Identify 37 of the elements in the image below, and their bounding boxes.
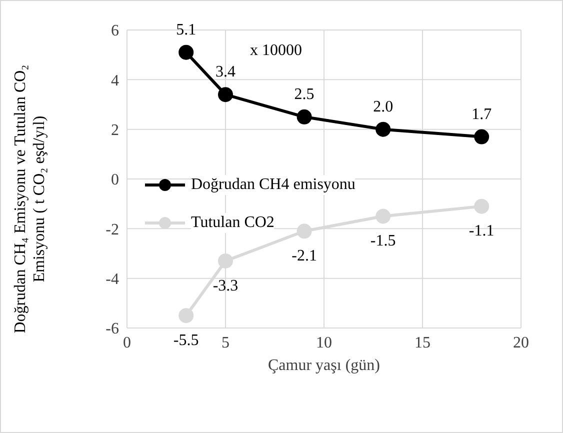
x-axis-title: Çamur yaşı (gün) bbox=[268, 357, 380, 374]
x-tick-label: 20 bbox=[513, 334, 529, 352]
data-label: 5.1 bbox=[176, 21, 196, 38]
point bbox=[474, 198, 490, 214]
x-tick-label: 5 bbox=[222, 334, 230, 352]
y-axis-title: Doğrudan CH₄ Emisyonu ve Tutulan CO₂ Emisyonu ( t CO₂ eşd/yıl) bbox=[11, 64, 49, 336]
y-tick-label: 0 bbox=[111, 172, 119, 189]
point bbox=[178, 308, 194, 324]
point bbox=[474, 129, 490, 144]
point bbox=[218, 253, 233, 268]
point bbox=[376, 208, 391, 224]
data-label: -2.1 bbox=[292, 248, 317, 265]
data-label: -5.5 bbox=[173, 332, 199, 349]
data-label: 2.0 bbox=[373, 98, 394, 116]
data-label: 3.4 bbox=[216, 64, 236, 81]
point bbox=[296, 109, 312, 124]
point bbox=[218, 87, 233, 102]
x-tick-label: 0 bbox=[123, 334, 131, 352]
data-label: -1.5 bbox=[370, 232, 396, 250]
x-tick-label: 15 bbox=[414, 334, 430, 352]
data-label: -3.3 bbox=[212, 277, 238, 294]
data-label: -1.1 bbox=[468, 222, 494, 240]
data-label: 1.7 bbox=[472, 106, 492, 123]
x-tick-label: 10 bbox=[316, 334, 332, 352]
y-tick-label: -6 bbox=[106, 320, 119, 338]
y-tick-label: 6 bbox=[111, 22, 119, 40]
point bbox=[376, 122, 391, 137]
y-tick-label: -4 bbox=[106, 271, 119, 288]
annotation: x 10000 bbox=[250, 42, 302, 60]
data-label: 2.5 bbox=[294, 86, 314, 103]
point bbox=[178, 44, 194, 60]
legend-label: Doğrudan CH4 emisyonu bbox=[191, 175, 356, 195]
y-tick-label: 2 bbox=[111, 122, 119, 140]
y-tick-label: 4 bbox=[111, 72, 119, 90]
point bbox=[296, 224, 312, 239]
y-tick-label: -2 bbox=[106, 221, 119, 238]
legend-label: Tutulan CO2 bbox=[191, 213, 274, 233]
